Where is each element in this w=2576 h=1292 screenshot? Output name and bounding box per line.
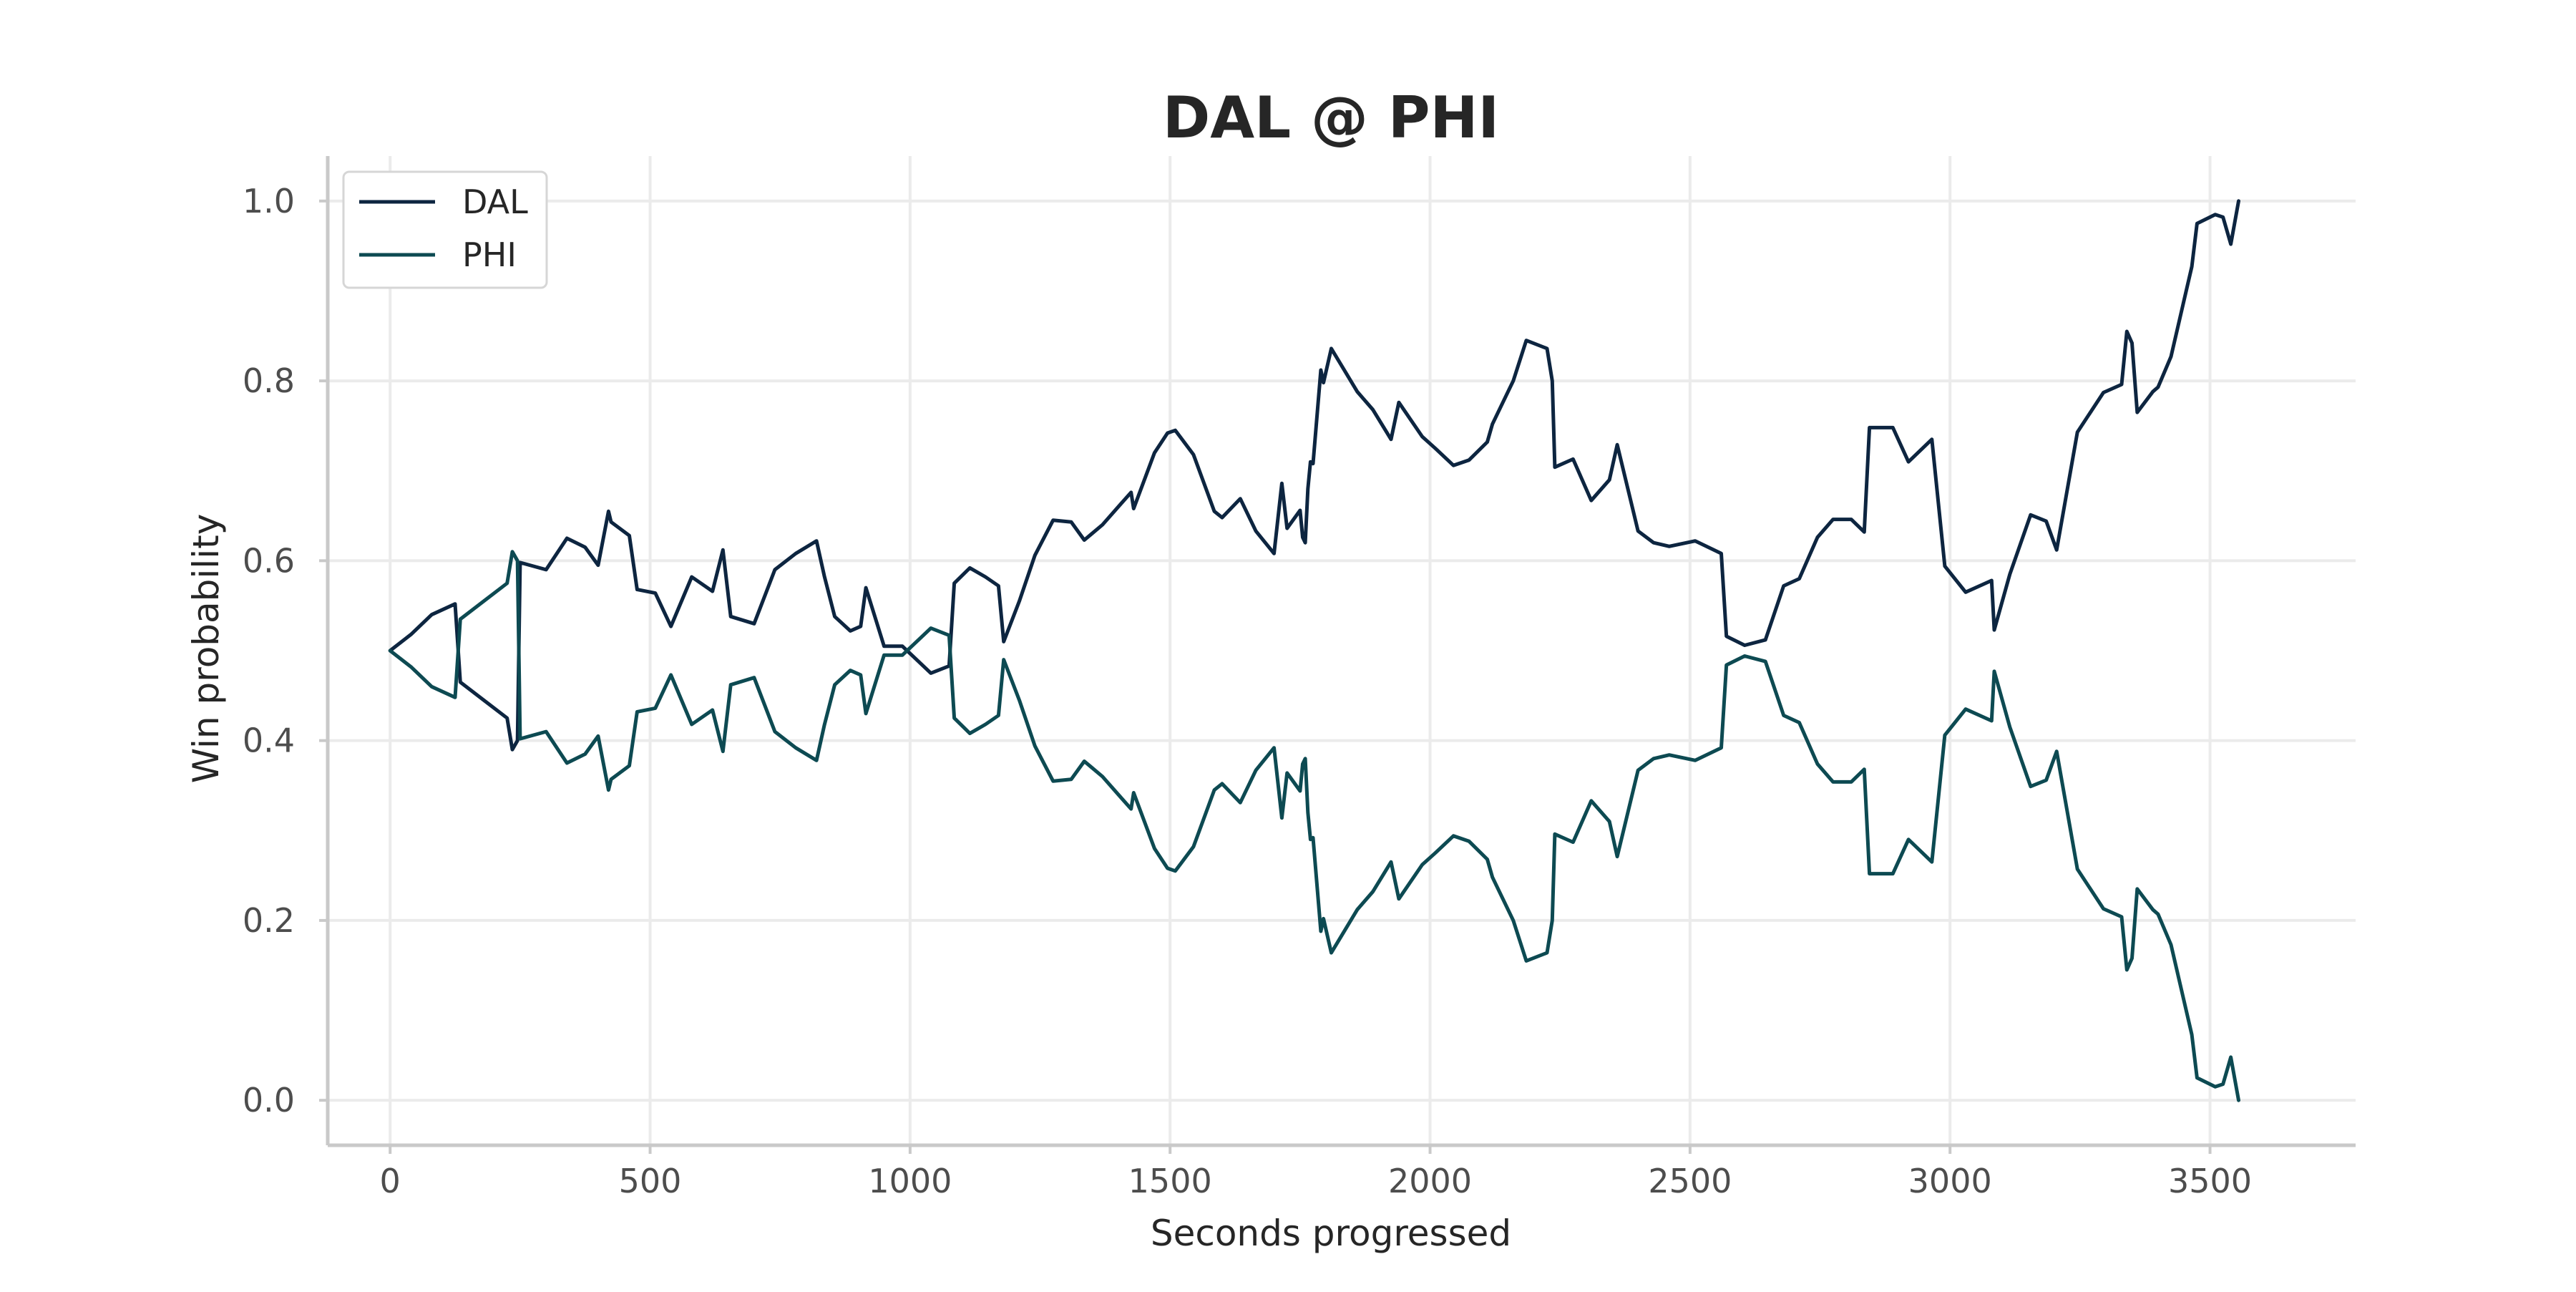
y-tick-label: 0.4	[243, 722, 295, 760]
y-tick-label: 0.0	[243, 1081, 295, 1119]
ticks: 0 500 1000 1500 2000 2500 3000 3500 0.0 0.2 0.4 0.6…	[243, 182, 2252, 1200]
legend-label-dal: DAL	[462, 183, 528, 221]
x-tick-label: 2500	[1648, 1162, 1732, 1200]
y-axis-label: Win probability	[185, 514, 227, 784]
x-axis-label: Seconds progressed	[1151, 1213, 1511, 1254]
x-tick-label: 500	[619, 1162, 682, 1200]
series-line-dal	[388, 199, 2240, 752]
x-tick-label: 3500	[2168, 1162, 2252, 1200]
series-line-phi	[388, 550, 2240, 1102]
legend: DAL PHI	[342, 170, 548, 289]
y-tick-label: 0.8	[243, 361, 295, 400]
x-tick-label: 1000	[868, 1162, 952, 1200]
axes	[326, 156, 2356, 1147]
grid	[328, 156, 2356, 1145]
y-tick-label: 1.0	[243, 182, 295, 220]
x-tick-label: 0	[380, 1162, 401, 1200]
y-tick-label: 0.2	[243, 901, 295, 940]
x-tick-label: 3000	[1908, 1162, 1992, 1200]
x-tick-label: 2000	[1388, 1162, 1472, 1200]
series	[388, 199, 2240, 1102]
x-tick-label: 1500	[1128, 1162, 1212, 1200]
y-tick-label: 0.6	[243, 541, 295, 580]
legend-label-phi: PHI	[462, 235, 517, 274]
chart-title: DAL @ PHI	[1163, 84, 1499, 151]
